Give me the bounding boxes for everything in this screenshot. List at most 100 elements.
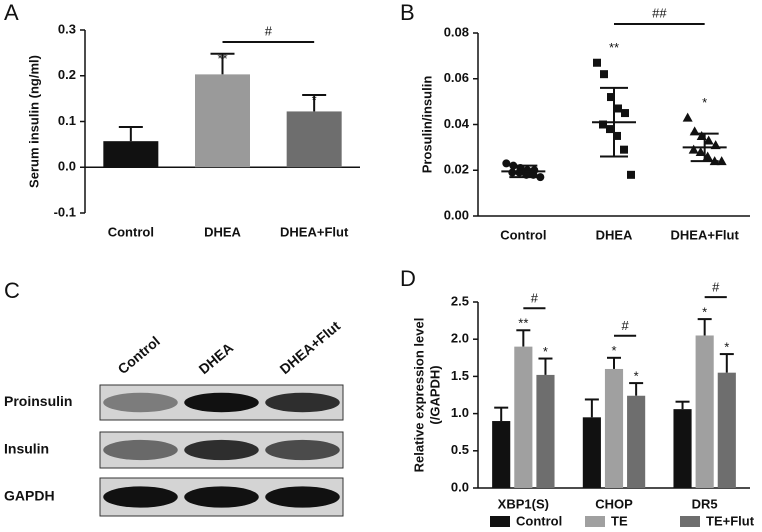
y-tick-label: 2.0 <box>451 331 469 346</box>
error-bar <box>675 400 690 410</box>
y-axis-label: Serum insulin (ng/ml) <box>26 55 41 188</box>
y-tick-label: 0.5 <box>451 442 469 457</box>
bar <box>673 409 692 488</box>
point <box>508 168 517 177</box>
x-tick-label: CHOP <box>595 496 633 511</box>
bar <box>492 421 511 488</box>
point <box>716 156 727 166</box>
comparison-label: # <box>531 291 539 306</box>
x-tick-label: DR5 <box>692 496 718 511</box>
band <box>265 392 340 413</box>
panel-label: A <box>4 0 19 25</box>
point <box>627 170 635 179</box>
point <box>682 112 693 122</box>
significance: * <box>702 95 707 110</box>
significance: * <box>312 92 317 107</box>
y-tick-label: 0.0 <box>451 479 469 494</box>
panel-label: B <box>400 0 415 25</box>
legend-swatch <box>585 516 605 527</box>
sd-bar <box>600 86 628 158</box>
y-tick-label: 0.02 <box>444 162 469 177</box>
y-axis-label: (/GAPDH) <box>427 365 442 424</box>
bar <box>717 372 736 488</box>
significance: ** <box>609 40 619 55</box>
bar <box>536 374 555 488</box>
point <box>695 146 706 156</box>
point <box>613 131 621 140</box>
point <box>515 168 524 177</box>
row-label: GAPDH <box>4 488 55 504</box>
row-label: Insulin <box>4 441 49 457</box>
y-tick-label: 2.5 <box>451 293 469 308</box>
y-tick-label: 0.1 <box>58 113 76 128</box>
significance: * <box>724 340 729 355</box>
error-bar <box>584 398 599 418</box>
significance: * <box>543 344 548 359</box>
band <box>265 439 340 461</box>
x-tick-label: XBP1(S) <box>498 496 549 511</box>
significance: * <box>702 305 707 320</box>
point <box>593 58 601 67</box>
y-tick-label: 1.0 <box>451 405 469 420</box>
y-tick-label: 0.3 <box>58 21 76 36</box>
bar <box>103 141 159 168</box>
bar <box>627 395 646 488</box>
lane-label: Control <box>115 333 163 377</box>
y-tick-label: 0.08 <box>444 24 469 39</box>
band <box>103 392 178 413</box>
significance: * <box>611 343 616 358</box>
bar <box>286 111 342 168</box>
legend-label: Control <box>516 513 562 528</box>
bar <box>582 417 601 488</box>
band <box>184 392 259 413</box>
error-bar <box>118 125 143 142</box>
point <box>688 144 699 154</box>
bar <box>514 346 533 488</box>
x-tick-label: DHEA+Flut <box>671 227 740 242</box>
lane-label: DHEA <box>196 339 237 377</box>
significance: ** <box>518 316 528 331</box>
band <box>103 439 178 461</box>
point <box>606 125 614 134</box>
row-label: Proinsulin <box>4 393 72 409</box>
comparison-label: # <box>621 318 629 333</box>
point <box>703 135 714 145</box>
error-bar <box>210 52 235 75</box>
y-tick-label: 0.06 <box>444 70 469 85</box>
x-tick-label: Control <box>500 227 546 242</box>
panel-label: C <box>4 278 20 303</box>
bar <box>695 335 714 488</box>
y-tick-label: 0.00 <box>444 207 469 222</box>
y-tick-label: 0.2 <box>58 67 76 82</box>
band <box>184 439 259 461</box>
x-tick-label: DHEA <box>204 224 241 239</box>
band <box>103 486 178 508</box>
y-tick-label: 0.0 <box>58 159 76 174</box>
point <box>502 159 511 168</box>
sd-bar <box>509 164 538 179</box>
sd-bar <box>690 132 719 163</box>
point <box>620 145 628 154</box>
panel-label: D <box>400 266 416 291</box>
point <box>607 93 615 102</box>
point <box>614 104 622 113</box>
legend-label: TE <box>611 513 628 528</box>
error-bar <box>516 329 531 347</box>
y-tick-label: -0.1 <box>54 204 76 219</box>
y-axis-label: Prosulin/insulin <box>419 76 434 174</box>
point <box>621 109 629 118</box>
comparison-label: # <box>265 23 273 38</box>
y-tick-label: 1.5 <box>451 368 469 383</box>
x-tick-label: Control <box>108 224 154 239</box>
point <box>536 173 545 182</box>
error-bar <box>719 353 734 373</box>
comparison-label: # <box>712 280 720 295</box>
legend-swatch <box>490 516 510 527</box>
lane-label: DHEA+Flut <box>277 317 344 377</box>
error-bar <box>629 382 644 396</box>
band <box>184 486 259 508</box>
comparison-label: ## <box>652 5 667 20</box>
band <box>265 486 340 508</box>
significance: ** <box>217 51 227 66</box>
